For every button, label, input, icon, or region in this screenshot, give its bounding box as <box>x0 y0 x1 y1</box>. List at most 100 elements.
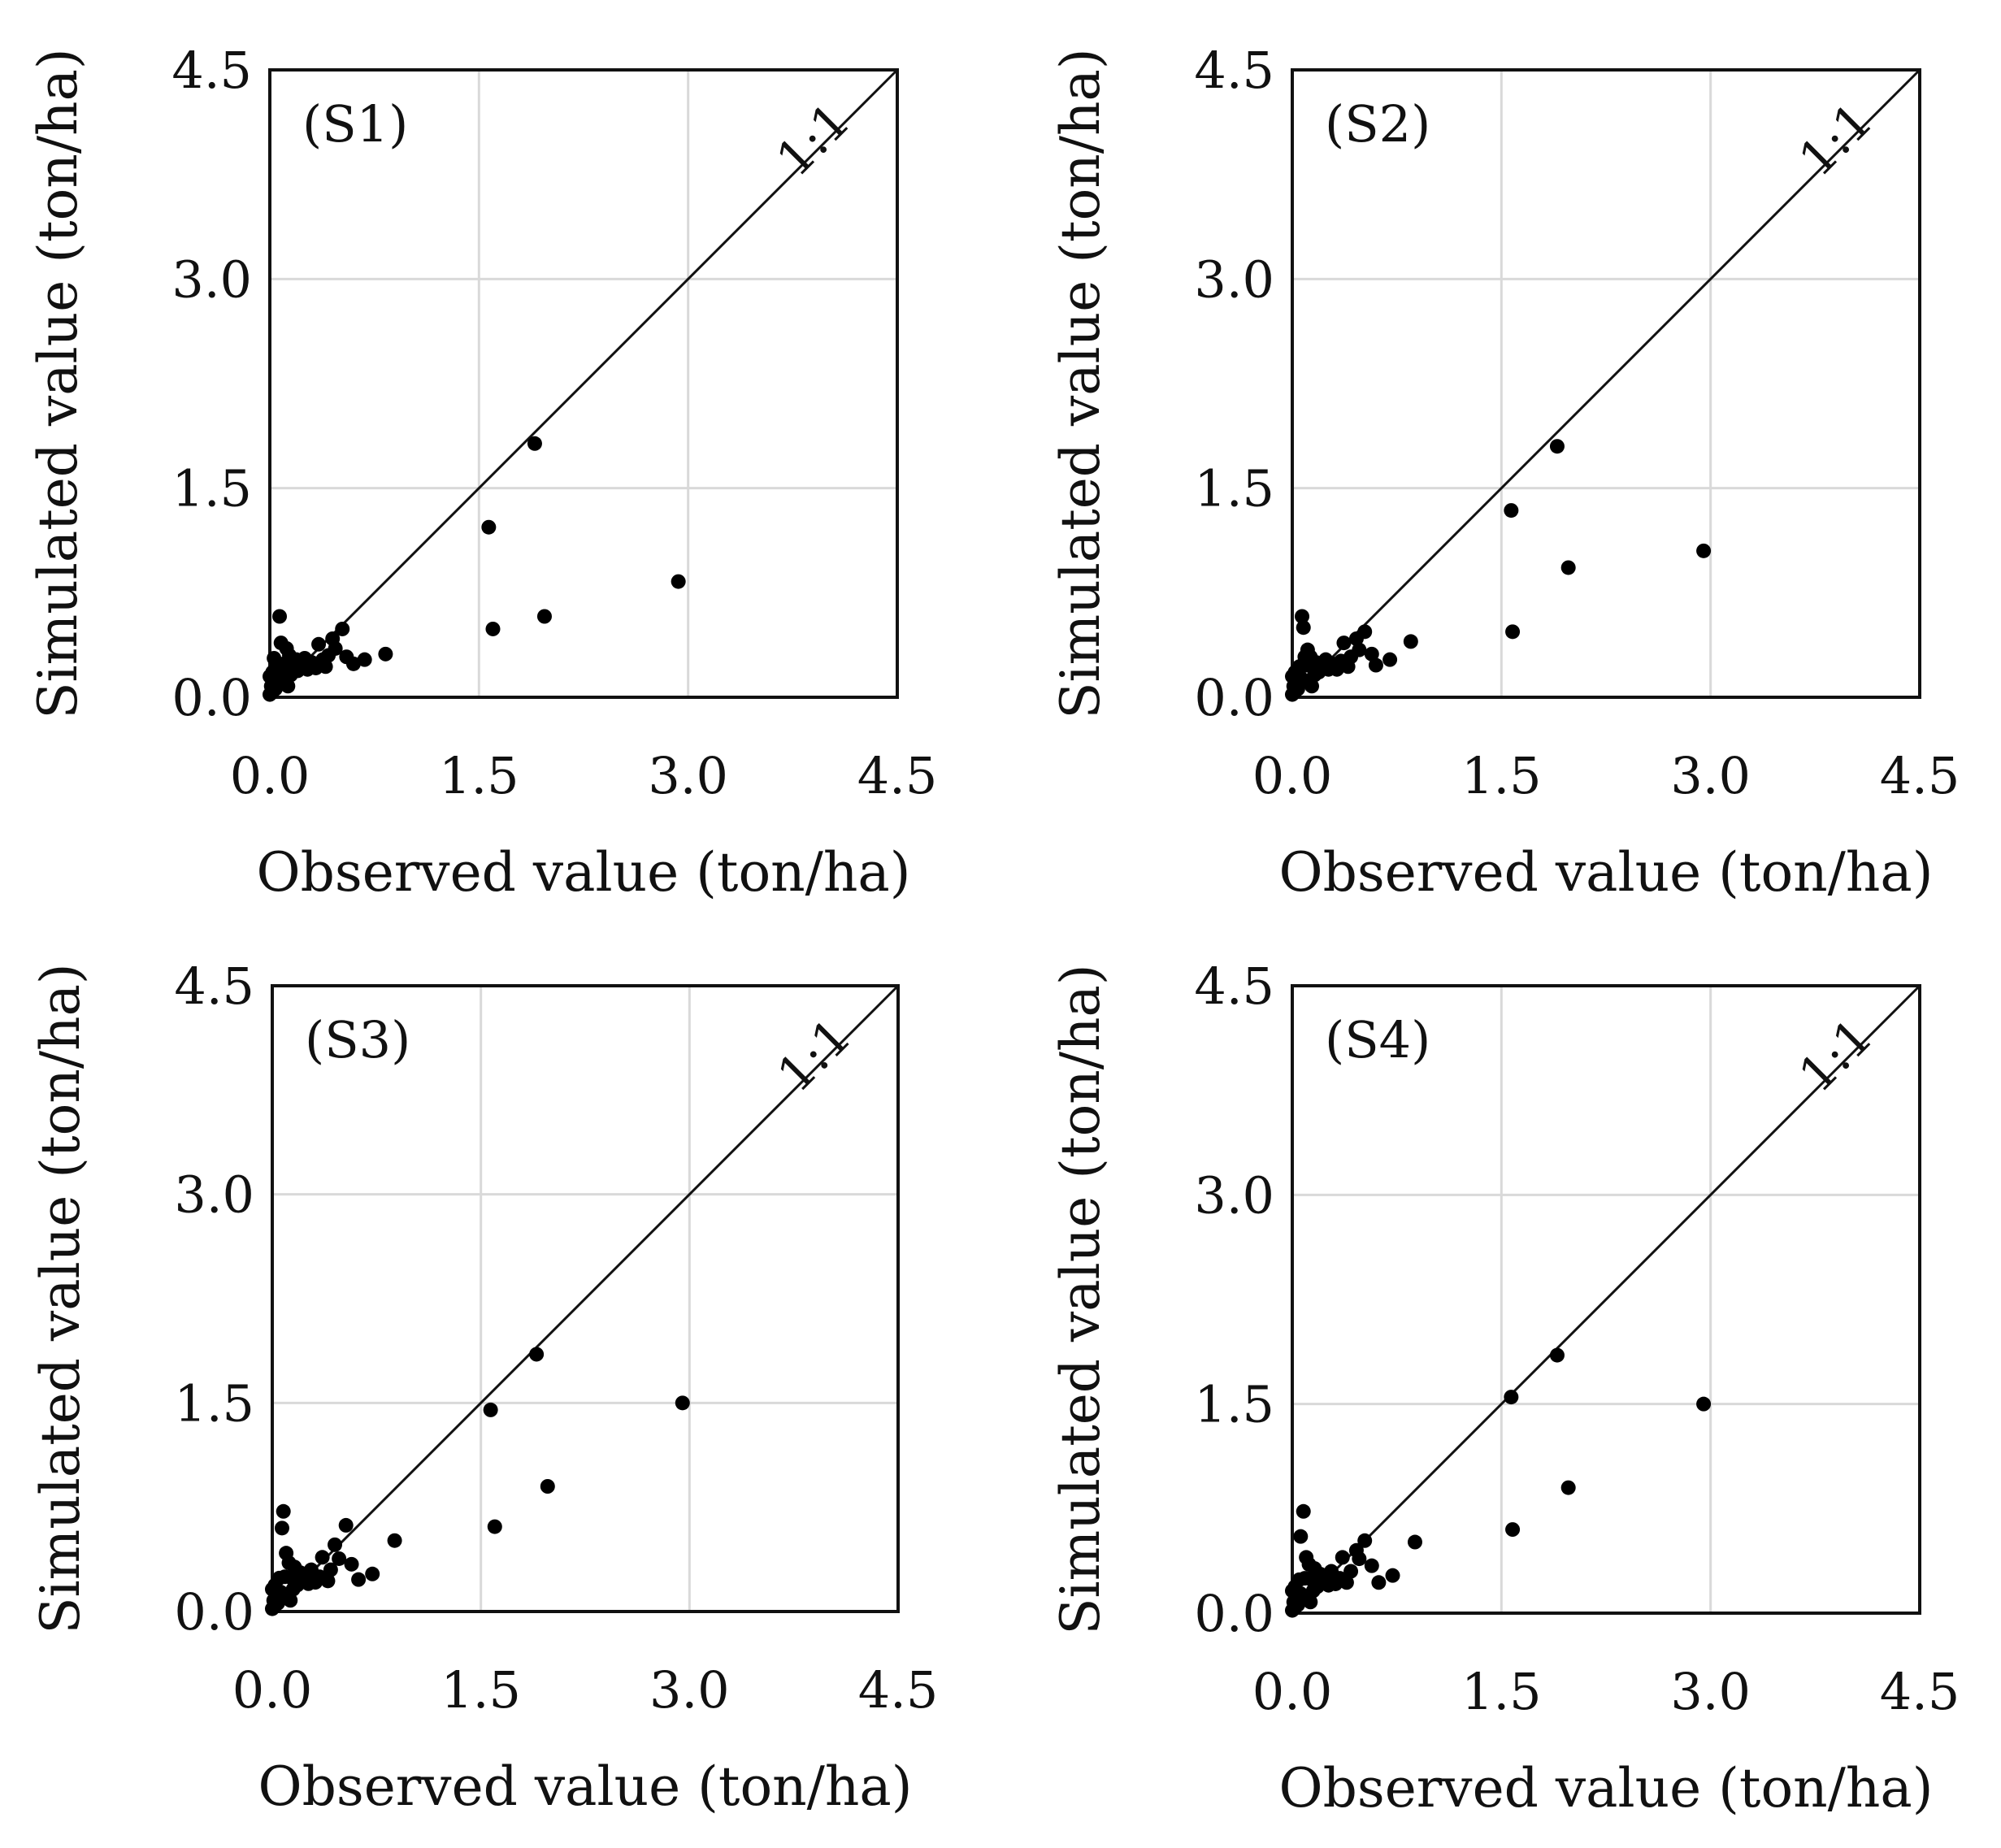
x-tick-label: 3.0 <box>648 746 728 805</box>
data-point <box>536 609 552 624</box>
y-tick-label: 3.0 <box>171 249 252 309</box>
data-point <box>1285 687 1300 702</box>
data-point <box>315 1550 330 1565</box>
data-point <box>1403 634 1418 649</box>
data-point <box>485 621 501 636</box>
data-point <box>1296 1503 1311 1519</box>
data-point <box>265 1581 280 1597</box>
y-tick-label: 1.5 <box>1194 459 1274 518</box>
y-tick-label: 1.5 <box>174 1373 254 1433</box>
data-point <box>276 1503 291 1519</box>
data-point <box>280 679 296 694</box>
x-tick-label: 0.0 <box>1252 746 1333 805</box>
data-point <box>1313 1566 1328 1581</box>
data-point <box>671 574 686 589</box>
data-point <box>283 1593 298 1608</box>
x-tick-label: 0.0 <box>1252 1662 1333 1721</box>
data-point <box>1504 503 1519 518</box>
data-point <box>1549 439 1565 454</box>
data-point <box>323 1562 338 1577</box>
data-point <box>357 652 372 667</box>
y-tick-label: 3.0 <box>1194 1165 1274 1225</box>
data-point <box>1304 679 1320 694</box>
plot-frame <box>271 984 900 1613</box>
data-point <box>1305 1583 1321 1599</box>
one-to-one-label: 1:1 <box>1788 92 1884 188</box>
x-tick-label: 3.0 <box>1670 1662 1751 1721</box>
data-point <box>1504 1390 1519 1405</box>
data-point <box>540 1479 555 1494</box>
data-point <box>328 1537 342 1552</box>
plot-frame <box>1291 984 1921 1615</box>
x-axis-label: Observed value (ton/ha) <box>1278 841 1933 904</box>
x-tick-label: 1.5 <box>1461 746 1542 805</box>
y-tick-label: 1.5 <box>171 459 252 518</box>
data-point <box>1348 1542 1364 1558</box>
data-point <box>378 646 393 662</box>
data-point <box>483 1402 498 1417</box>
one-to-one-line <box>268 68 899 699</box>
data-point <box>1368 657 1383 673</box>
data-point <box>283 667 298 683</box>
y-tick-label: 0.0 <box>1194 1584 1274 1643</box>
x-tick-label: 3.0 <box>649 1660 730 1720</box>
data-point <box>325 631 341 646</box>
data-point <box>272 609 288 624</box>
data-point <box>263 687 277 702</box>
x-tick-label: 4.5 <box>857 746 938 805</box>
data-point <box>1348 631 1364 646</box>
data-point <box>481 519 497 535</box>
data-point <box>338 1517 354 1533</box>
data-point <box>267 650 282 666</box>
data-point <box>1364 646 1379 662</box>
x-tick-label: 3.0 <box>1670 746 1751 805</box>
data-point <box>1303 1594 1318 1610</box>
data-point <box>273 636 289 651</box>
x-tick-label: 1.5 <box>439 746 519 805</box>
data-point <box>487 1519 502 1534</box>
data-point <box>1364 1558 1379 1573</box>
one-to-one-line <box>1291 68 1921 699</box>
x-tick-label: 4.5 <box>858 1660 939 1720</box>
x-tick-label: 1.5 <box>1461 1662 1542 1721</box>
data-point <box>1295 609 1310 624</box>
data-point <box>1285 1603 1300 1618</box>
data-point <box>527 436 542 451</box>
data-point <box>1385 1568 1400 1583</box>
data-point <box>387 1533 402 1548</box>
data-point <box>1296 620 1311 636</box>
y-tick-label: 3.0 <box>1194 249 1274 309</box>
y-tick-label: 1.5 <box>1194 1375 1274 1434</box>
y-axis-label: Simulated value (ton/ha) <box>1049 48 1112 718</box>
scatter-panel-1: 0.0 1.5 3.0 4.5 0.0 1.5 3.0 4.5 Observed value (… <box>27 41 937 904</box>
data-point <box>1371 1575 1387 1590</box>
panel-label: (S4) <box>1325 1010 1430 1069</box>
data-point <box>339 649 354 665</box>
data-point <box>1357 1533 1373 1548</box>
data-point <box>675 1395 690 1411</box>
data-point <box>365 1566 380 1581</box>
panel-label: (S2) <box>1325 94 1430 154</box>
one-to-one-label: 1:1 <box>766 1008 862 1104</box>
data-point <box>1407 1534 1422 1550</box>
y-tick-label: 4.5 <box>1194 41 1274 100</box>
x-axis-label: Observed value (ton/ha) <box>258 1755 912 1818</box>
data-point <box>311 636 327 652</box>
data-point <box>1382 652 1398 667</box>
data-point <box>1297 649 1313 665</box>
one-to-one-label: 1:1 <box>1788 1008 1884 1104</box>
data-point <box>1560 1480 1576 1495</box>
data-point <box>1696 543 1712 558</box>
y-axis-label: Simulated value (ton/ha) <box>29 963 92 1633</box>
plot-frame <box>268 68 899 699</box>
scatter-panel-2: 0.0 1.5 3.0 4.5 0.0 1.5 3.0 4.5 Observed value (… <box>1049 41 1960 904</box>
data-point <box>1285 669 1300 684</box>
data-point <box>1505 1522 1521 1538</box>
data-point <box>1293 1529 1309 1544</box>
x-axis-label: Observed value (ton/ha) <box>1278 1757 1933 1820</box>
panel-label: (S1) <box>302 94 408 154</box>
y-tick-label: 0.0 <box>1194 668 1274 727</box>
data-point <box>1285 1583 1300 1599</box>
plot-frame <box>1291 68 1921 699</box>
y-tick-label: 4.5 <box>1194 957 1274 1016</box>
